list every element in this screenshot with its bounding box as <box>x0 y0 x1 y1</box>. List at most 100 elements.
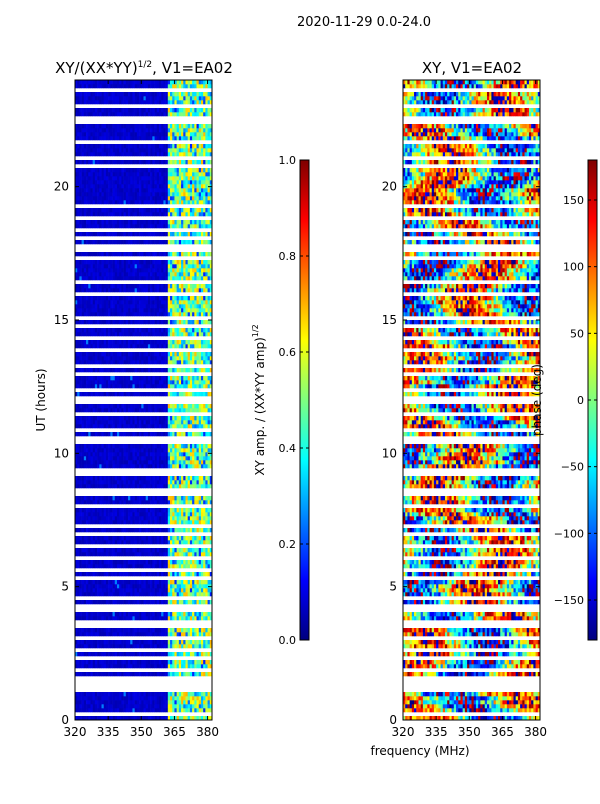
amplitude-cell <box>152 404 155 409</box>
amplitude-cell <box>150 692 153 697</box>
amplitude-cell <box>97 380 100 385</box>
amplitude-cell <box>205 448 208 453</box>
amplitude-cell <box>189 260 193 265</box>
amplitude-cell <box>189 432 193 437</box>
amplitude-cell <box>128 404 131 409</box>
amplitude-cell <box>81 704 85 709</box>
amplitude-cell <box>116 392 120 397</box>
amplitude-cell <box>152 340 155 345</box>
amplitude-cell <box>83 696 87 701</box>
amplitude-cell <box>189 716 193 721</box>
amplitude-cell <box>194 456 197 461</box>
amplitude-cell <box>132 408 135 413</box>
amplitude-cell <box>97 288 100 293</box>
amplitude-cell <box>125 284 129 289</box>
amplitude-cell <box>192 252 195 257</box>
amplitude-cell <box>108 628 111 633</box>
amplitude-cell <box>203 476 206 481</box>
amplitude-cell <box>178 708 182 713</box>
amplitude-cell <box>101 580 105 585</box>
amplitude-cell <box>176 392 180 397</box>
amplitude-cell <box>158 704 162 709</box>
amplitude-cell <box>128 632 131 637</box>
amplitude-cell <box>143 512 147 517</box>
amplitude-cell <box>128 588 131 593</box>
amplitude-cell <box>123 640 127 645</box>
amplitude-cell <box>110 424 113 429</box>
amplitude-cell <box>147 708 151 713</box>
amplitude-cell <box>167 612 171 617</box>
amplitude-cell <box>170 356 173 361</box>
amplitude-cell <box>158 360 162 365</box>
amplitude-cell <box>163 384 166 389</box>
amplitude-cell <box>134 240 138 245</box>
amplitude-cell <box>156 384 160 389</box>
amplitude-cell <box>194 520 197 525</box>
amplitude-cell <box>86 268 89 273</box>
amplitude-cell <box>192 444 195 449</box>
amplitude-cell <box>103 308 107 313</box>
amplitude-cell <box>114 308 118 313</box>
amplitude-cell <box>97 652 100 657</box>
amplitude-cell <box>99 616 102 621</box>
amplitude-cell <box>86 360 89 365</box>
amplitude-cell <box>79 288 82 293</box>
amplitude-cell <box>132 692 135 697</box>
amplitude-cell <box>192 304 195 309</box>
amplitude-cell <box>81 264 85 269</box>
amplitude-cell <box>187 420 191 425</box>
amplitude-cell <box>205 384 208 389</box>
amplitude-cell <box>139 272 142 277</box>
amplitude-cell <box>154 516 158 521</box>
amplitude-cell <box>176 612 180 617</box>
amplitude-cell <box>94 536 98 541</box>
amplitude-cell <box>92 264 96 269</box>
amplitude-cell <box>170 352 173 357</box>
amplitude-cell <box>141 448 144 453</box>
amplitude-cell <box>194 384 197 389</box>
amplitude-cell <box>167 276 171 281</box>
amplitude-cell <box>141 572 144 577</box>
amplitude-cell <box>121 480 124 485</box>
amplitude-cell <box>209 288 213 293</box>
amplitude-cell <box>145 352 149 357</box>
amplitude-cell <box>86 652 89 657</box>
amplitude-cell <box>77 660 80 665</box>
amplitude-cell <box>128 288 131 293</box>
amplitude-cell <box>114 432 118 437</box>
amplitude-cell <box>172 528 175 533</box>
amplitude-cell <box>103 496 107 501</box>
amplitude-cell <box>189 564 193 569</box>
amplitude-cell <box>183 644 186 649</box>
amplitude-cell <box>194 480 197 485</box>
amplitude-cell <box>134 252 138 257</box>
amplitude-cell <box>172 672 175 677</box>
amplitude-cell <box>156 644 160 649</box>
amplitude-cell <box>161 272 164 277</box>
amplitude-cell <box>209 692 213 697</box>
amplitude-cell <box>134 516 138 521</box>
amplitude-cell <box>163 288 166 293</box>
amplitude-cell <box>163 284 166 289</box>
amplitude-cell <box>205 700 208 705</box>
amplitude-cell <box>103 272 107 277</box>
amplitude-cell <box>209 304 213 309</box>
amplitude-cell <box>92 224 96 229</box>
amplitude-cell <box>147 448 151 453</box>
amplitude-cell <box>205 584 208 589</box>
amplitude-cell <box>116 432 120 437</box>
amplitude-cell <box>139 464 142 469</box>
amplitude-cell <box>125 512 129 517</box>
amplitude-cell <box>77 420 80 425</box>
amplitude-cell <box>90 380 93 385</box>
amplitude-cell <box>139 384 142 389</box>
amplitude-cell <box>92 420 96 425</box>
amplitude-cell <box>79 716 82 721</box>
amplitude-cell <box>136 692 140 697</box>
amplitude-cell <box>116 536 120 541</box>
amplitude-cell <box>183 584 186 589</box>
amplitude-cell <box>128 416 131 421</box>
amplitude-cell <box>185 284 188 289</box>
amplitude-cell <box>97 584 100 589</box>
amplitude-cell <box>161 600 164 605</box>
